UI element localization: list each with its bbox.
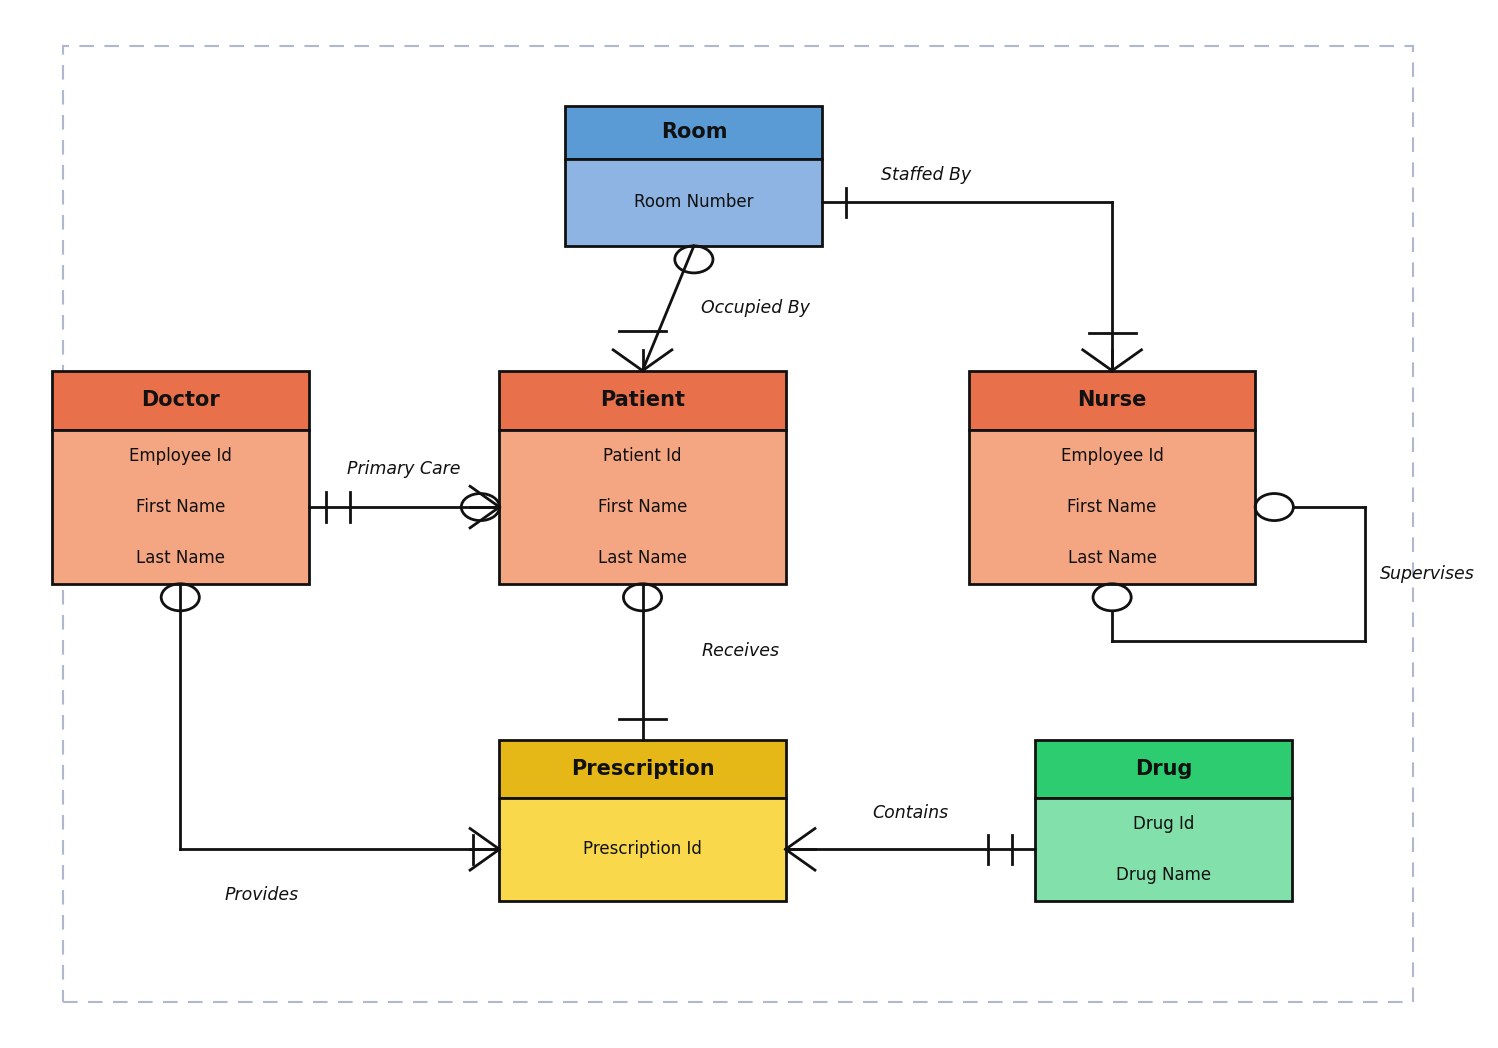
Text: Prescription: Prescription: [571, 759, 715, 779]
Text: Employee Id: Employee Id: [1061, 446, 1164, 465]
Text: Supervises: Supervises: [1380, 565, 1474, 583]
Text: First Name: First Name: [598, 498, 688, 516]
Bar: [499, 371, 785, 431]
Text: Drug Name: Drug Name: [1116, 866, 1210, 885]
Text: Contains: Contains: [872, 804, 948, 823]
Bar: [499, 431, 785, 584]
Bar: [969, 371, 1255, 431]
Text: Primary Care: Primary Care: [348, 460, 461, 478]
Text: Employee Id: Employee Id: [129, 446, 232, 465]
Bar: [52, 371, 309, 431]
Bar: [1035, 798, 1291, 901]
Text: Receives: Receives: [701, 642, 779, 660]
Text: First Name: First Name: [136, 498, 225, 516]
Text: Room: Room: [661, 123, 727, 143]
Text: Last Name: Last Name: [1068, 549, 1156, 567]
Text: Last Name: Last Name: [136, 549, 225, 567]
Text: Prescription Id: Prescription Id: [583, 840, 703, 858]
Bar: [565, 159, 822, 246]
Text: Occupied By: Occupied By: [701, 300, 810, 318]
Text: First Name: First Name: [1068, 498, 1156, 516]
Bar: [1035, 740, 1291, 798]
Text: Patient Id: Patient Id: [604, 446, 682, 465]
Text: Nurse: Nurse: [1077, 391, 1147, 411]
Bar: [52, 431, 309, 584]
Text: Patient: Patient: [601, 391, 685, 411]
Bar: [969, 431, 1255, 584]
Text: Last Name: Last Name: [598, 549, 688, 567]
Bar: [499, 798, 785, 901]
Text: Room Number: Room Number: [634, 194, 753, 212]
Text: Provides: Provides: [225, 886, 298, 903]
Text: Drug: Drug: [1135, 759, 1192, 779]
Bar: [565, 106, 822, 159]
Text: Doctor: Doctor: [141, 391, 220, 411]
Text: Drug Id: Drug Id: [1132, 814, 1194, 832]
Bar: [499, 740, 785, 798]
Text: Staffed By: Staffed By: [881, 166, 971, 183]
